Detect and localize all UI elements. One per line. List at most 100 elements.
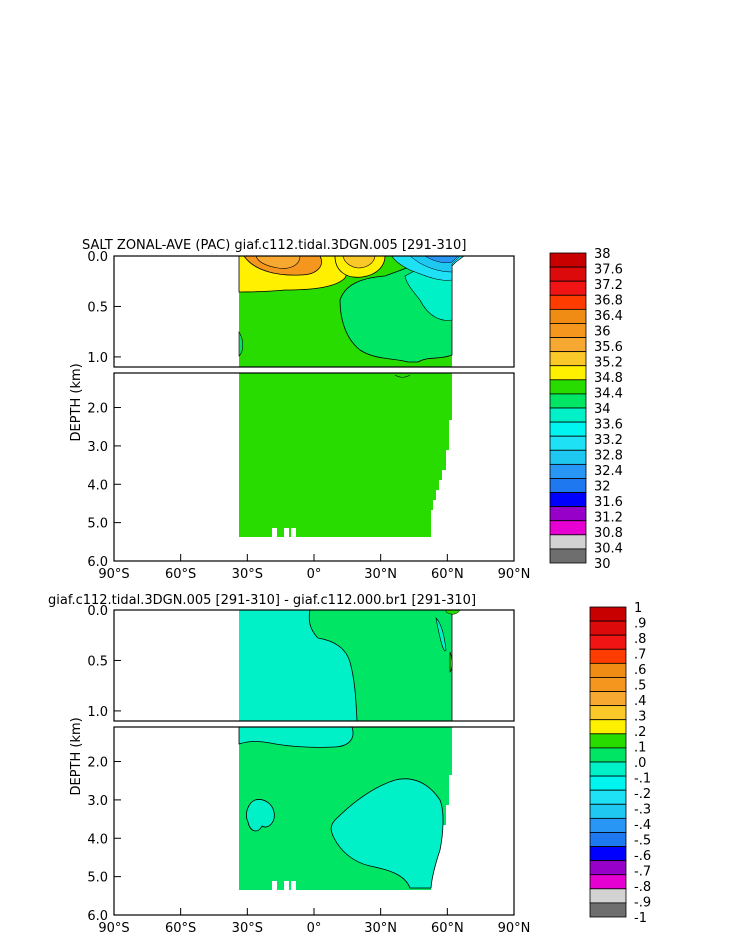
diff-colorbar-swatch: [589, 761, 627, 777]
salt-colorbar: 3837.637.236.836.43635.635.234.834.43433…: [549, 247, 623, 572]
diff-colorbar-swatch: [589, 775, 627, 791]
salt-colorbar-swatch: [549, 407, 587, 423]
diff-colorbar-swatch: [589, 620, 627, 636]
diff-colorbar-swatch: [589, 648, 627, 664]
diff-colorbar-label: .3: [634, 710, 646, 725]
salt-colorbar-label: 35.6: [594, 340, 623, 355]
diff-colorbar-label: -.6: [634, 849, 651, 864]
diff-colorbar-label: .8: [634, 632, 646, 647]
diff-colorbar-swatch: [589, 902, 627, 918]
diff-upper-plot: [113, 609, 515, 722]
diff-colorbar-swatch: [589, 803, 627, 819]
salt-colorbar-label: 37.2: [594, 278, 623, 293]
salt-upper-ytick-label: 0.0: [87, 250, 108, 265]
salt-colorbar-label: 34: [594, 402, 611, 417]
diff-upper-ytick-label: 0.0: [87, 604, 108, 619]
diff-colorbar-label: .6: [634, 663, 646, 678]
diff-colorbar-swatch: [589, 634, 627, 650]
salt-lower-ytick-label: 2.0: [87, 402, 108, 417]
diff-colorbar-swatch: [589, 789, 627, 805]
salt-colorbar-label: 36.4: [594, 309, 623, 324]
diff-upper-ytick-label: 1.0: [87, 705, 108, 720]
diff-colorbar-swatch: [589, 874, 627, 890]
salt-colorbar-label: 31.2: [594, 511, 623, 526]
salt-colorbar-swatch: [549, 520, 587, 536]
diff-colorbar-label: -.1: [634, 772, 651, 787]
diff-lower-plot: [113, 726, 515, 916]
diff-lower-ytick-label: 6.0: [87, 909, 108, 924]
diff-colorbar-label: -.5: [634, 834, 651, 849]
salt-colorbar-label: 30: [594, 557, 611, 572]
salt-colorbar-swatch: [549, 506, 587, 522]
salt-xtick-label: 90°N: [498, 567, 531, 582]
salt-colorbar-swatch: [549, 393, 587, 409]
diff-ylabel: DEPTH (km): [69, 717, 84, 795]
salt-high-north: [342, 255, 376, 269]
diff-panel-title: giaf.c112.tidal.3DGN.005 [291-310] - gia…: [48, 593, 476, 608]
salt-high-south-core: [255, 255, 301, 269]
salt-xtick-label: 90°S: [98, 567, 129, 582]
salt-fresh-north-3: [424, 255, 459, 263]
salt-colorbar-label: 36.8: [594, 294, 623, 309]
salt-colorbar-swatch: [549, 421, 587, 437]
diff-colorbar-swatch: [589, 677, 627, 692]
diff-lower-ytick-label: 5.0: [87, 871, 108, 886]
salt-colorbar-label: 34.8: [594, 371, 623, 386]
salt-colorbar-label: 37.6: [594, 263, 623, 278]
salt-colorbar-label: 33.6: [594, 418, 623, 433]
diff-colorbar-label: .0: [634, 756, 646, 771]
diff-lower-ytick-label: 2.0: [87, 756, 108, 771]
diff-colorbar-label: -.2: [634, 787, 651, 802]
salt-colorbar-swatch: [549, 548, 587, 564]
diff-colorbar-label: .4: [634, 694, 646, 709]
salt-colorbar-label: 34.4: [594, 387, 623, 402]
diff-xtick-label: 90°N: [498, 921, 531, 936]
salt-lower-contour: [394, 374, 411, 378]
diff-upper-positive: [308, 609, 453, 722]
salt-colorbar-label: 35.2: [594, 356, 623, 371]
salt-colorbar-swatch: [549, 252, 587, 268]
salt-colorbar-label: 36: [594, 325, 611, 340]
diff-lower-ytick-label: 4.0: [87, 832, 108, 847]
diff-xtick-label: 90°S: [98, 921, 129, 936]
salt-left-edge-blip: [238, 331, 244, 357]
diff-axes: 0.0 0.5 1.0 2.0 3.0 4.0 5.0 6.090°S 60°S 30°S 0° 30…: [69, 604, 530, 936]
diff-upper-small-neg: [435, 617, 447, 652]
salt-colorbar-label: 32.8: [594, 449, 623, 464]
diff-colorbar-swatch: [589, 691, 627, 707]
salt-colorbar-swatch: [549, 308, 587, 324]
salt-lower-ytick-label: 3.0: [87, 440, 108, 455]
salt-colorbar-label: 33.2: [594, 433, 623, 448]
diff-upper-ytick-label: 0.5: [87, 654, 108, 669]
salt-colorbar-label: 32: [594, 480, 611, 495]
salt-ylabel: DEPTH (km): [69, 363, 84, 441]
diff-colorbar-label: -.8: [634, 880, 651, 895]
diff-lower-north-neg: [330, 778, 444, 889]
salt-colorbar-swatch: [549, 266, 587, 282]
diff-colorbar-label: .1: [634, 741, 646, 756]
diff-xtick-label: 60°S: [165, 921, 196, 936]
salt-colorbar-swatch: [549, 351, 587, 367]
salt-colorbar-label: 38: [594, 247, 611, 262]
salt-colorbar-swatch: [549, 337, 587, 353]
diff-colorbar-swatch: [589, 860, 627, 876]
diff-colorbar-label: -.3: [634, 803, 651, 818]
salt-colorbar-swatch: [549, 449, 587, 465]
salt-colorbar-swatch: [549, 280, 587, 296]
salt-lower-ytick-label: 5.0: [87, 517, 108, 532]
salt-colorbar-label: 30.8: [594, 526, 623, 541]
diff-colorbar-swatch: [589, 719, 627, 735]
diff-panel: giaf.c112.tidal.3DGN.005 [291-310] - gia…: [48, 593, 651, 936]
salt-lower-ytick-label: 4.0: [87, 478, 108, 493]
salt-colorbar-swatch: [549, 294, 587, 310]
salt-xtick-label: 0°: [307, 567, 322, 582]
diff-xtick-label: 30°S: [232, 921, 263, 936]
diff-colorbar-label: .2: [634, 725, 646, 740]
diff-colorbar-swatch: [589, 733, 627, 749]
diff-colorbar-label: .9: [634, 617, 646, 632]
diff-upper-small-pos: [449, 651, 453, 673]
salt-colorbar-swatch: [549, 492, 587, 508]
diff-lower-ytick-label: 3.0: [87, 794, 108, 809]
salt-lower-ytick-label: 6.0: [87, 555, 108, 570]
